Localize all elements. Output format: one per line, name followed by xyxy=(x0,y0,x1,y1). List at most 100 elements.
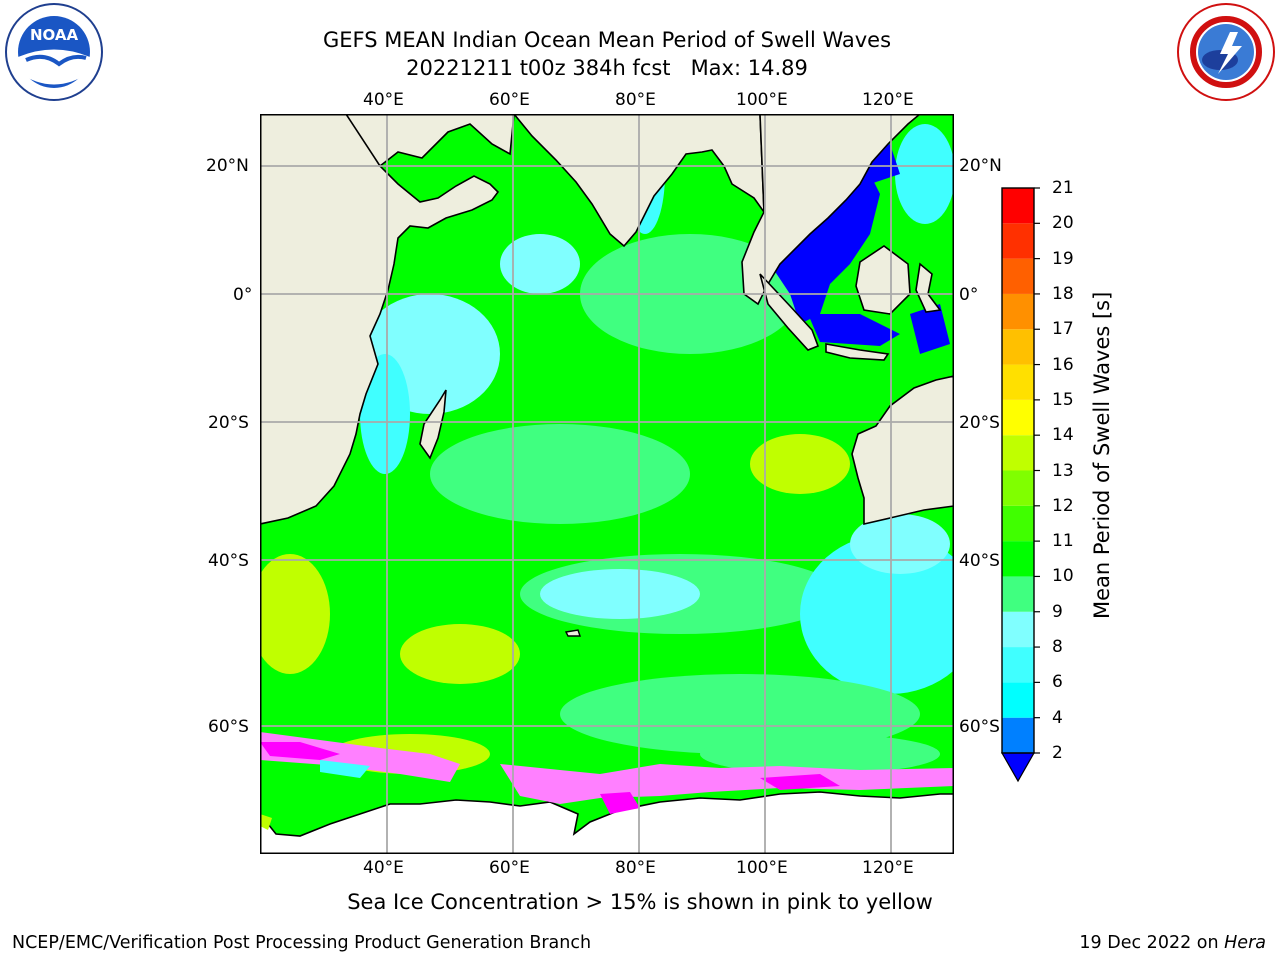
colorbar-swatch xyxy=(1002,611,1034,648)
sea-ice-patch xyxy=(600,792,640,814)
swell-patch-yg xyxy=(400,624,520,684)
colorbar-swatch xyxy=(1002,505,1034,542)
swell-patch-cyan xyxy=(540,569,700,619)
colorbar-tick-label: 11 xyxy=(1052,531,1074,552)
madagascar-island xyxy=(419,389,447,460)
colorbar-swatch xyxy=(1002,576,1034,612)
lat-label-left: 20°S xyxy=(208,413,249,433)
sumatra-island xyxy=(759,273,820,351)
colorbar-tick-label: 14 xyxy=(1052,425,1074,446)
map-panel xyxy=(250,113,980,855)
colorbar-tick-label: 19 xyxy=(1052,248,1074,269)
swell-patch-light xyxy=(700,734,940,774)
swell-patch-cyan xyxy=(500,234,580,294)
sulawesi-island xyxy=(915,262,942,313)
colorbar-extend-triangle xyxy=(1000,752,1036,783)
swell-patch-yg xyxy=(750,434,850,494)
colorbar-title: Mean Period of Swell Waves [s] xyxy=(1090,291,1114,619)
sea-ice-patches xyxy=(260,732,954,830)
colorbar-tick-label: 12 xyxy=(1052,495,1074,516)
swell-patch-yg xyxy=(250,554,330,674)
lat-label-right: 0° xyxy=(959,285,979,305)
colorbar-tick-label: 17 xyxy=(1052,319,1074,340)
sea-ice-patch xyxy=(260,742,340,760)
sea-ice-note: Sea Ice Concentration > 15% is shown in … xyxy=(347,890,933,914)
footer-credit: NCEP/EMC/Verification Post Processing Pr… xyxy=(12,933,592,953)
antarctica-landmass xyxy=(259,791,955,855)
lon-label-bottom: 120°E xyxy=(862,858,914,878)
colorbar-tick-label: 10 xyxy=(1052,566,1074,587)
lat-label-left: 60°S xyxy=(208,717,249,737)
swell-patch-light xyxy=(430,424,690,524)
lon-label-bottom: 80°E xyxy=(615,858,656,878)
colorbar-title-wrap: Mean Period of Swell Waves [s] xyxy=(952,292,1252,619)
colorbar-swatch xyxy=(1002,258,1034,294)
sea-ice-patch xyxy=(260,732,460,782)
sea-ice-patch xyxy=(260,814,272,830)
lat-label-left: 40°S xyxy=(208,551,249,571)
swell-patch-aqua xyxy=(800,534,980,694)
colorbar-tick-label: 13 xyxy=(1052,460,1074,481)
borneo-island xyxy=(855,245,911,315)
colorbar-swatch xyxy=(1002,647,1034,683)
colorbar-tick-label: 18 xyxy=(1052,283,1074,304)
colorbar-tick-label: 20 xyxy=(1052,213,1074,234)
colorbar-tick-label: 21 xyxy=(1052,178,1074,198)
lat-label-left: 20°N xyxy=(206,156,249,176)
swell-patch-blue-banda xyxy=(910,304,950,354)
colorbar-tick-label: 6 xyxy=(1052,672,1063,693)
lat-label-right: 20°N xyxy=(959,156,1002,176)
colorbar-swatch xyxy=(1002,717,1034,753)
colorbar-swatch xyxy=(1002,682,1034,718)
lat-label-left: 0° xyxy=(233,285,253,305)
colorbar-tick-label: 9 xyxy=(1052,601,1063,622)
colorbar-swatch xyxy=(1002,470,1034,506)
footer-date: 19 Dec 2022 on Hera xyxy=(1079,932,1266,954)
footer-date-text: 19 Dec 2022 on xyxy=(1079,933,1225,953)
lat-label-right: 40°S xyxy=(959,551,1000,571)
sea-ice-patch xyxy=(320,760,370,778)
lon-label-top: 40°E xyxy=(363,90,404,110)
australia-landmass xyxy=(851,375,955,526)
swell-patch-blue-scs xyxy=(770,154,880,324)
colorbar xyxy=(1000,186,1040,786)
lat-label-right: 60°S xyxy=(959,717,1000,737)
colorbar-tick-label: 16 xyxy=(1052,354,1074,375)
lon-label-bottom: 100°E xyxy=(736,858,788,878)
colorbar-tick-label: 8 xyxy=(1052,637,1063,658)
colorbar-tick-label: 2 xyxy=(1052,743,1063,763)
swell-patch-aqua xyxy=(895,124,955,224)
map-frame xyxy=(260,114,954,854)
lon-label-top: 100°E xyxy=(736,90,788,110)
noaa-logo: NOAA xyxy=(4,2,104,102)
colorbar-swatch xyxy=(1002,399,1034,436)
colorbar-swatch xyxy=(1002,188,1034,224)
lat-label-right: 20°S xyxy=(959,413,1000,433)
swell-patch-aqua xyxy=(360,354,410,474)
lon-label-bottom: 40°E xyxy=(363,858,404,878)
chart-subtitle: 20221211 t00z 384h fcst Max: 14.89 xyxy=(406,56,808,80)
chart-title: GEFS MEAN Indian Ocean Mean Period of Sw… xyxy=(322,28,892,52)
swell-patch-light xyxy=(560,674,920,754)
colorbar-swatches xyxy=(1000,187,1040,783)
sea-ice-patch xyxy=(760,774,840,790)
colorbar-swatch xyxy=(1002,293,1034,330)
noaa-wordmark: NOAA xyxy=(30,26,79,44)
graticule-grid xyxy=(260,114,954,854)
java-island xyxy=(825,343,890,361)
swell-patch-cyan xyxy=(850,514,950,574)
swell-patch-blue-java xyxy=(808,314,900,346)
colorbar-swatch xyxy=(1002,541,1034,577)
lon-label-top: 60°E xyxy=(489,90,530,110)
lon-label-bottom: 60°E xyxy=(489,858,530,878)
colorbar-swatch xyxy=(1002,223,1034,259)
colorbar-swatch xyxy=(1002,364,1034,400)
swell-period-map xyxy=(250,113,980,855)
colorbar-swatch xyxy=(1002,435,1034,471)
footer-host: Hera xyxy=(1224,933,1266,953)
lon-label-top: 120°E xyxy=(862,90,914,110)
kerguelen-island xyxy=(564,629,581,637)
colorbar-swatch xyxy=(1002,329,1034,365)
southeast-asia-landmass xyxy=(741,113,923,306)
colorbar-tick-label: 4 xyxy=(1052,707,1063,728)
